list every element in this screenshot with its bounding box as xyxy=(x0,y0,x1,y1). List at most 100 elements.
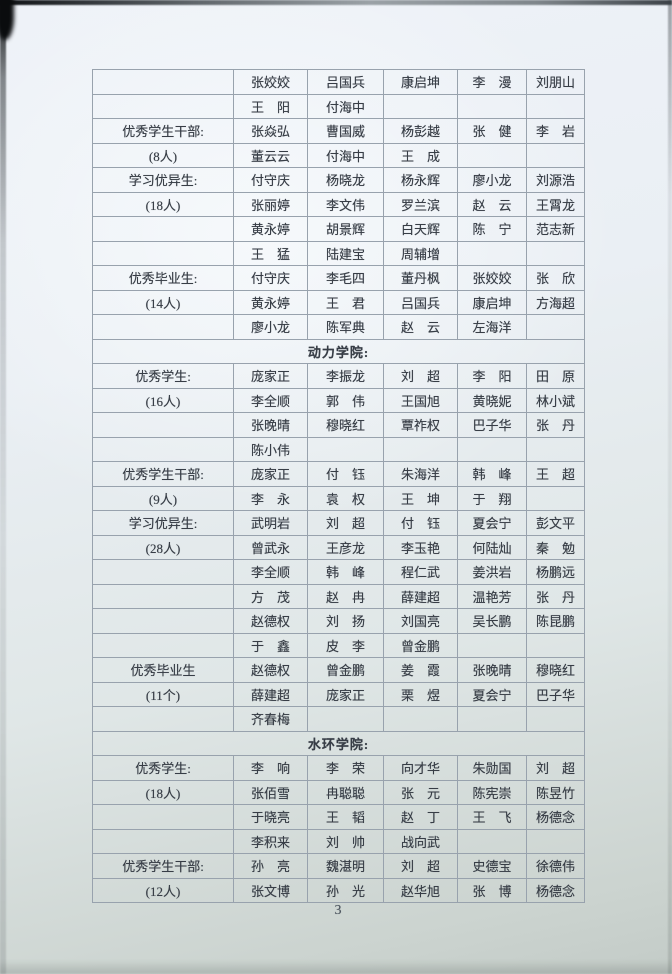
student-name-cell: 田 原 xyxy=(526,363,585,389)
student-name-cell: 范志新 xyxy=(526,216,585,242)
student-name-cell: 冉聪聪 xyxy=(307,779,384,805)
table-row: 方 茂赵 冉薛建超 温艳芳张 丹 xyxy=(92,583,585,609)
category-label-cell: (28人) xyxy=(92,534,234,560)
table-row: (16人) 李全顺郭 伟王国旭 黄晓妮 林小斌 xyxy=(92,387,585,413)
table-row: 于 鑫皮 李曾金鹏 xyxy=(92,632,585,658)
student-name-cell: 孙 光 xyxy=(307,877,384,903)
category-label-cell: (18人) xyxy=(92,779,234,805)
category-label-cell: 学习优异生: xyxy=(92,167,234,193)
category-label-cell: (14人) xyxy=(92,289,234,315)
student-name-cell: 李 漫 xyxy=(457,69,527,95)
student-name-cell: 徐德伟 xyxy=(526,853,585,879)
student-name-cell: 董丹枫 xyxy=(383,265,458,291)
student-name-cell: 张焱弘 xyxy=(233,118,308,144)
student-name-cell: 廖小龙 xyxy=(233,314,308,340)
student-name-cell: 王 韬 xyxy=(307,804,384,830)
student-name-cell: 陈昆鹏 xyxy=(526,608,585,634)
student-name-cell: 罗兰滨 xyxy=(383,191,458,217)
student-name-cell xyxy=(383,706,458,732)
table-row: 李全顺韩 峰程仁武 姜洪岩 杨鹏远 xyxy=(92,559,585,585)
student-name-cell: 陈小伟 xyxy=(233,436,308,462)
student-name-cell: 张晚晴 xyxy=(457,657,527,683)
student-name-cell: 刘朋山 xyxy=(526,69,585,95)
student-name-cell xyxy=(526,485,585,511)
table-row: 赵德权刘 扬刘国亮 吴长鹏 陈昆鹏 xyxy=(92,608,585,634)
table-row: 张晚晴 穆晓红 覃祚权 巴子华张 丹 xyxy=(92,412,585,438)
category-label-cell xyxy=(92,583,234,609)
table-row: (14人) 黄永婷王 君吕国兵 康启坤 方海超 xyxy=(92,289,585,315)
scan-right-edge-shadow xyxy=(668,0,672,974)
student-name-cell: 齐春梅 xyxy=(233,706,308,732)
student-name-cell: 杨永辉 xyxy=(383,167,458,193)
student-name-cell: 李文伟 xyxy=(307,191,384,217)
student-name-cell: 姜洪岩 xyxy=(457,559,527,585)
student-name-cell: 王 阳 xyxy=(233,93,308,119)
student-name-cell: 张 元 xyxy=(383,779,458,805)
college-section-header: 动力学院: xyxy=(92,338,585,364)
scan-corner-artifact xyxy=(0,0,14,40)
student-name-cell: 庞家正 xyxy=(233,363,308,389)
student-name-cell: 付 钰 xyxy=(383,510,458,536)
category-label-cell: 优秀毕业生: xyxy=(92,265,234,291)
category-label-cell xyxy=(92,240,234,266)
student-name-cell: 赵 冉 xyxy=(307,583,384,609)
student-name-cell: 曾金鹏 xyxy=(307,657,384,683)
table-row: 优秀学生: 李 响李 荣向才华 朱勋国刘 超 xyxy=(92,755,585,781)
student-name-cell: 王彦龙 xyxy=(307,534,384,560)
student-name-cell: 战向武 xyxy=(383,828,458,854)
table-row: (11个) 薛建超 庞家正栗 煜夏会宁 巴子华 xyxy=(92,681,585,707)
student-name-cell: 温艳芳 xyxy=(457,583,527,609)
student-name-cell: 黄晓妮 xyxy=(457,387,527,413)
student-name-cell: 杨德念 xyxy=(526,804,585,830)
student-name-cell xyxy=(307,436,384,462)
table-row: 优秀毕业生 赵德权 曾金鹏姜 霞张晚晴 穆晓红 xyxy=(92,657,585,683)
table-row: 黄永婷 胡景辉 白天辉陈 宁范志新 xyxy=(92,216,585,242)
table-row: 陈小伟 xyxy=(92,436,585,462)
student-name-cell xyxy=(383,436,458,462)
student-name-cell xyxy=(457,632,527,658)
category-label-cell xyxy=(92,412,234,438)
student-name-cell: 张佰雪 xyxy=(233,779,308,805)
student-name-cell: 刘 超 xyxy=(383,363,458,389)
category-label-cell xyxy=(92,608,234,634)
student-name-cell: 周辅增 xyxy=(383,240,458,266)
student-name-cell: 李 阳 xyxy=(457,363,527,389)
student-name-cell: 付海中 xyxy=(307,93,384,119)
student-name-cell: 董云云 xyxy=(233,142,308,168)
student-name-cell: 黄永婷 xyxy=(233,289,308,315)
student-name-cell: 左海洋 xyxy=(457,314,527,340)
student-name-cell: 赵德权 xyxy=(233,608,308,634)
category-label-cell: 学习优异生: xyxy=(92,510,234,536)
scan-bottom-edge-shadow xyxy=(0,960,672,974)
student-name-cell: 杨晓龙 xyxy=(307,167,384,193)
student-name-cell: 吴长鹏 xyxy=(457,608,527,634)
table-row: (12人) 张文博孙 光赵华旭张 博杨德念 xyxy=(92,877,585,903)
student-name-cell: 王 君 xyxy=(307,289,384,315)
student-name-cell xyxy=(526,706,585,732)
student-name-cell: 朱勋国 xyxy=(457,755,527,781)
category-label-cell xyxy=(92,436,234,462)
student-name-cell: 张丽婷 xyxy=(233,191,308,217)
student-name-cell xyxy=(457,93,527,119)
student-name-cell: 胡景辉 xyxy=(307,216,384,242)
student-name-cell: 李全顺 xyxy=(233,387,308,413)
student-name-cell: 杨德念 xyxy=(526,877,585,903)
table-row: (9人) 李 永袁 权王 坤于 翔 xyxy=(92,485,585,511)
student-name-cell: 付海中 xyxy=(307,142,384,168)
student-name-cell: 朱海洋 xyxy=(383,461,458,487)
student-name-cell: 张 丹 xyxy=(526,583,585,609)
student-name-cell: 康启坤 xyxy=(457,289,527,315)
student-name-cell: 武明岩 xyxy=(233,510,308,536)
student-name-cell xyxy=(457,142,527,168)
student-name-cell: 赵德权 xyxy=(233,657,308,683)
student-name-cell: 方海超 xyxy=(526,289,585,315)
student-name-cell: 陈宪崇 xyxy=(457,779,527,805)
student-name-cell: 夏会宁 xyxy=(457,510,527,536)
table-row: 优秀学生干部: 张焱弘 曹国威 杨彭越张 健李 岩 xyxy=(92,118,585,144)
student-name-cell: 刘源浩 xyxy=(526,167,585,193)
table-row: 优秀学生干部: 庞家正付 钰朱海洋韩 峰王 超 xyxy=(92,461,585,487)
table-row: 廖小龙 陈军典赵 云左海洋 xyxy=(92,314,585,340)
student-name-cell: 王 飞 xyxy=(457,804,527,830)
student-name-cell: 李积来 xyxy=(233,828,308,854)
